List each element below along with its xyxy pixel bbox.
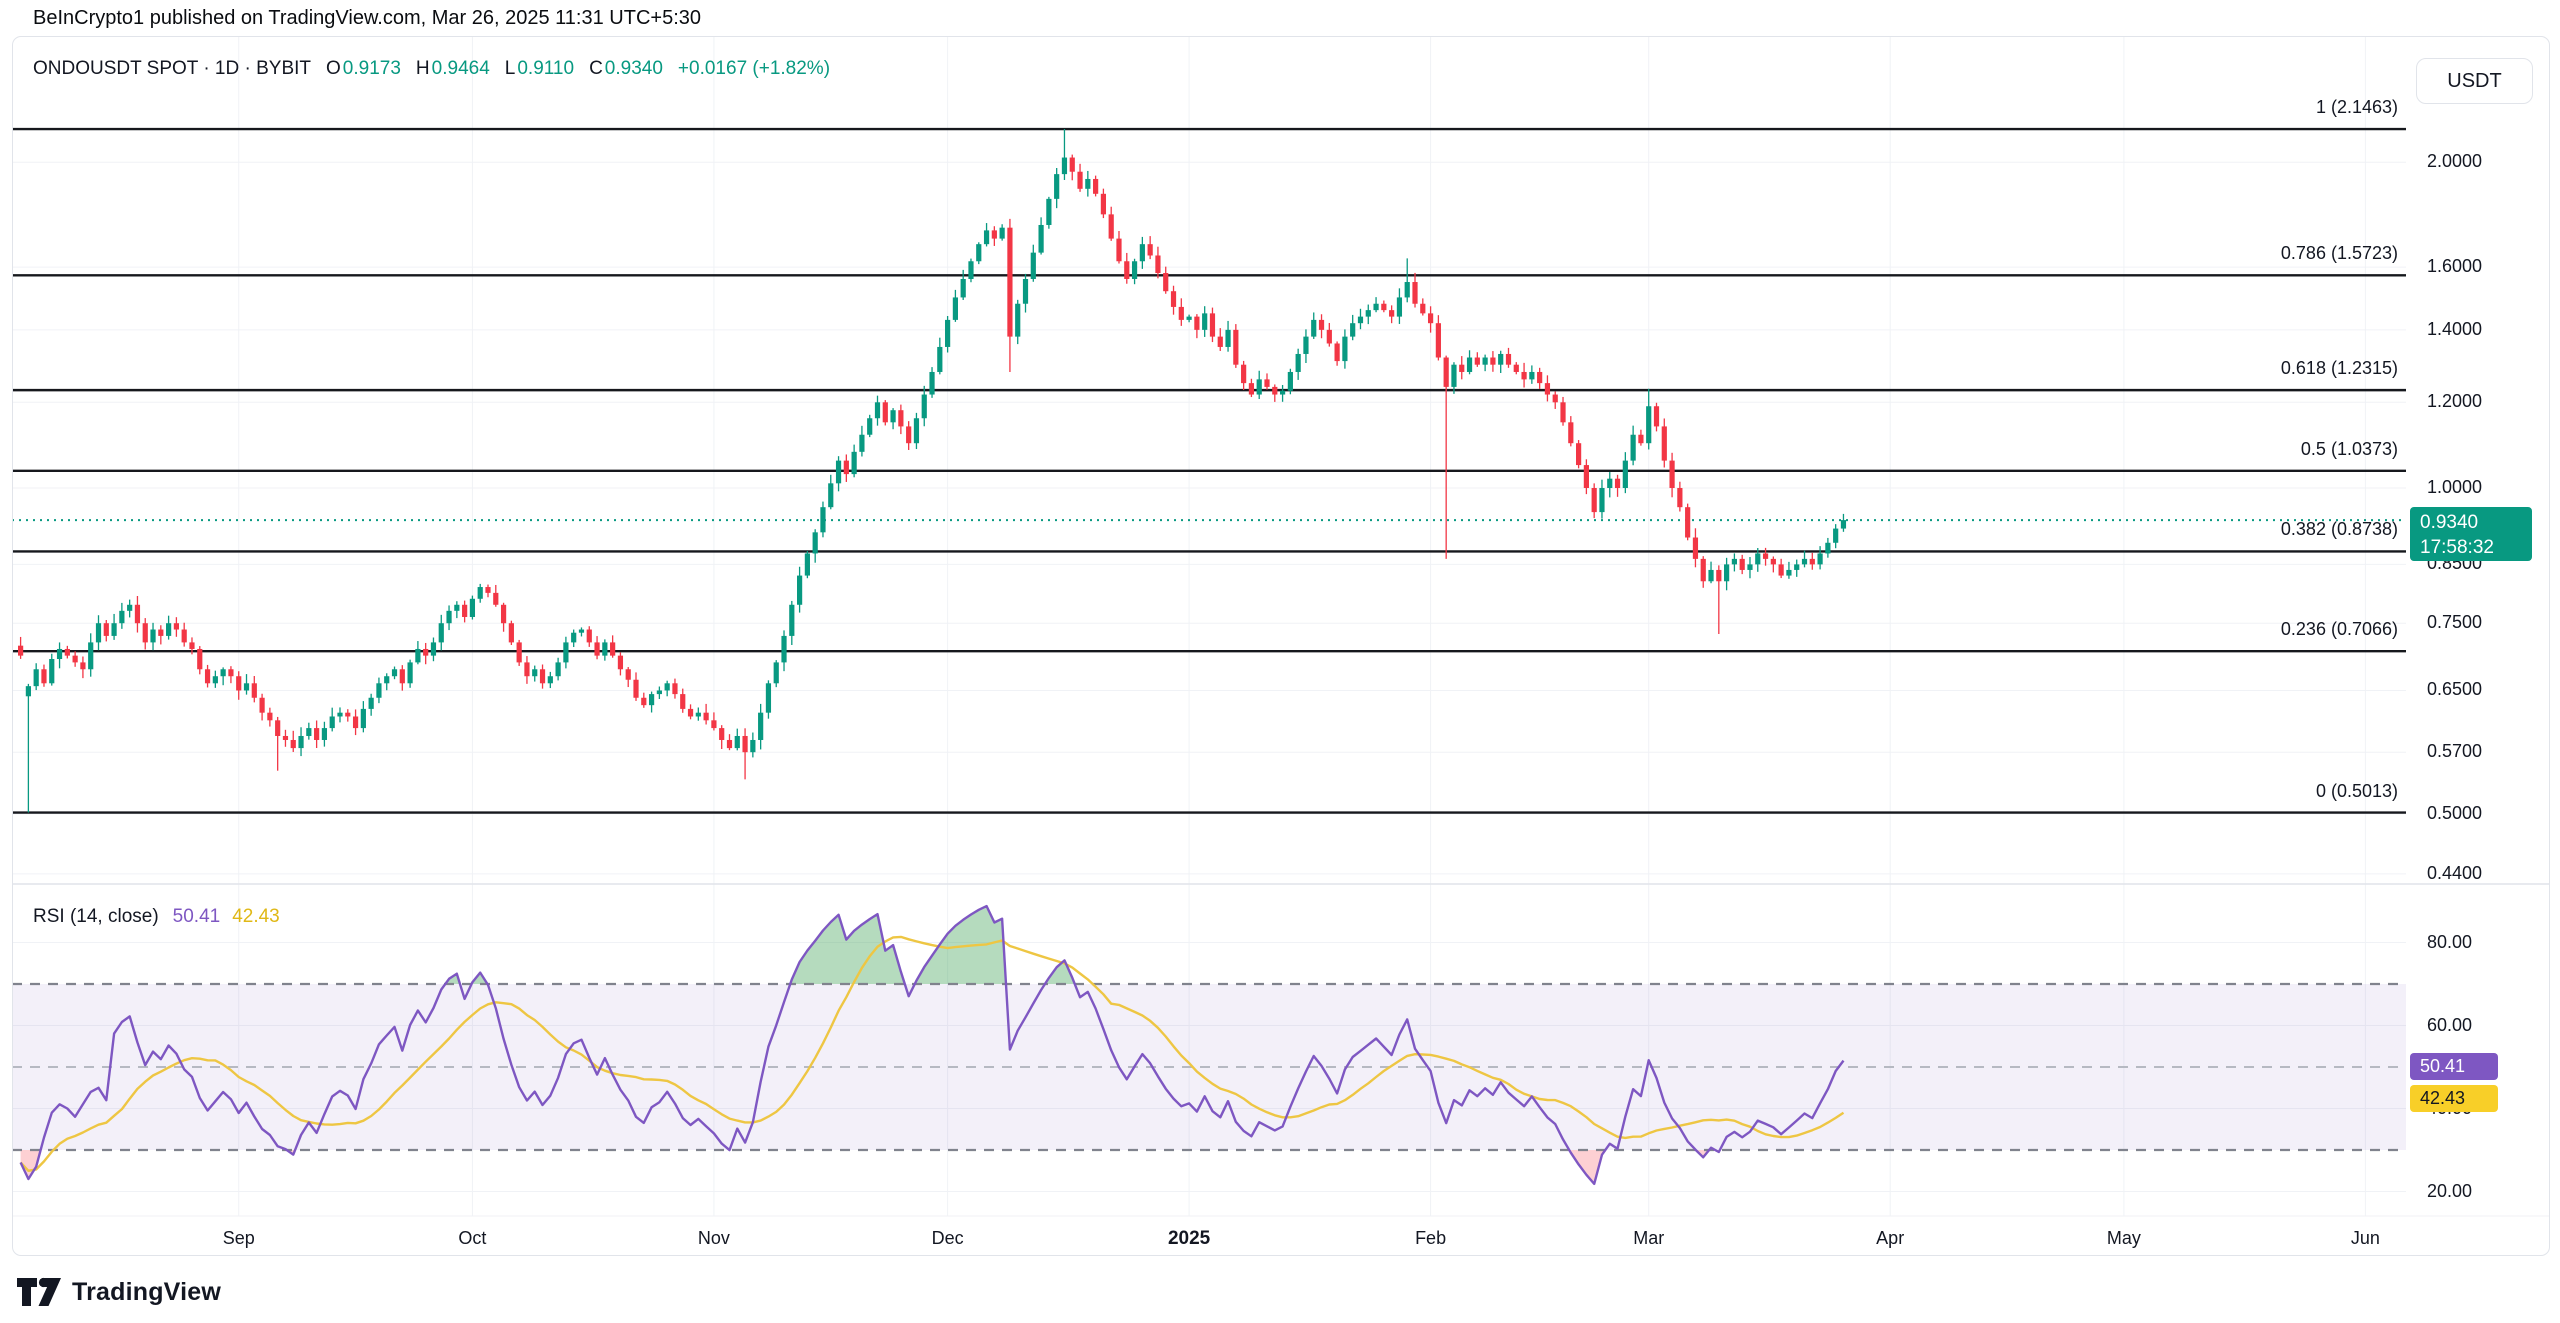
gridlines [12,37,2406,1216]
tradingview-logo-icon [17,1277,61,1306]
month-label: Mar [1633,1228,1665,1248]
price-axis-tick: 2.0000 [2427,151,2483,172]
fib-level-label: 0.382 (0.8738) [2280,519,2398,540]
price-axis-tick: 1.4000 [2427,318,2483,339]
price-axis-tick: 0.6500 [2427,679,2483,700]
price-axis-tick: 1.2000 [2427,391,2483,412]
rsi-indicator-header: RSI (14, close) 50.41 42.43 [33,906,280,928]
fib-level-label: 0.5 (1.0373) [2300,438,2398,459]
symbol-title[interactable]: ONDOUSDT SPOT · 1D · BYBIT [33,58,312,79]
last-price-value: 0.9340 [2420,512,2479,533]
low-label: L [504,58,516,79]
month-label: Oct [458,1228,487,1248]
last-price-badge: 0.9340 17:58:32 [2410,507,2532,561]
rsi-line [19,904,1845,1186]
rsi-axis-tick: 80.00 [2427,931,2473,952]
rsi-title[interactable]: RSI (14, close) [33,906,159,927]
attribution-text: BeInCrypto1 published on TradingView.com… [33,7,701,29]
change-value: +0.0167 (+1.82%) [677,58,831,79]
month-label: 2025 [1167,1228,1211,1249]
rsi-axis-tick: 60.00 [2427,1014,2473,1035]
high-label: H [415,58,430,79]
open-value: 0.9173 [342,58,401,79]
low-value: 0.9110 [517,58,575,79]
month-label: May [2106,1228,2141,1248]
rsi-ma-line [19,935,1845,1173]
price-axis-tick: 1.6000 [2427,256,2483,277]
fib-level-label: 0.618 (1.2315) [2280,358,2398,379]
rsi-current-value: 50.41 [172,906,221,927]
candlestick-series [18,129,1847,813]
close-label: C [589,58,603,79]
price-axis-tick: 0.4400 [2427,862,2483,883]
symbol-header: ONDOUSDT SPOT · 1D · BYBIT O 0.9173 H 0.9464… [33,58,830,80]
rsi-value-badge: 50.41 [2410,1053,2498,1080]
month-label: Nov [697,1228,730,1248]
fib-level-label: 1 (2.1463) [2315,97,2398,118]
month-label: Dec [931,1228,964,1248]
fib-level-label: 0.236 (0.7066) [2280,619,2398,640]
price-axis-tick: 0.5000 [2427,802,2483,823]
currency-toggle-button[interactable]: USDT [2416,58,2533,104]
month-label: Feb [1415,1228,1447,1248]
close-value: 0.9340 [604,58,663,79]
footer-brand-name: TradingView [72,1277,222,1306]
high-value: 0.9464 [431,58,490,79]
rsi-ma-current-value: 42.43 [232,906,280,927]
bar-countdown: 17:58:32 [2420,537,2494,558]
rsi-overbought-fill [20,906,1844,984]
rsi-axis-tick: 20.00 [2427,1180,2473,1201]
month-label: Sep [222,1228,255,1248]
rsi-ma-value-badge: 42.43 [2410,1085,2498,1112]
price-axis-tick: 1.0000 [2427,477,2483,497]
fib-level-label: 0 (0.5013) [2315,780,2398,801]
price-axis-tick: 0.5700 [2427,741,2483,762]
open-label: O [326,58,341,79]
fib-level-label: 0.786 (1.5723) [2280,243,2398,264]
price-axis-tick: 0.7500 [2427,612,2483,633]
month-label: Jun [2350,1228,2380,1248]
month-label: Apr [1876,1228,1905,1248]
footer-brand[interactable]: TradingView [16,1276,221,1308]
fib-retracement-lines [12,127,2406,814]
